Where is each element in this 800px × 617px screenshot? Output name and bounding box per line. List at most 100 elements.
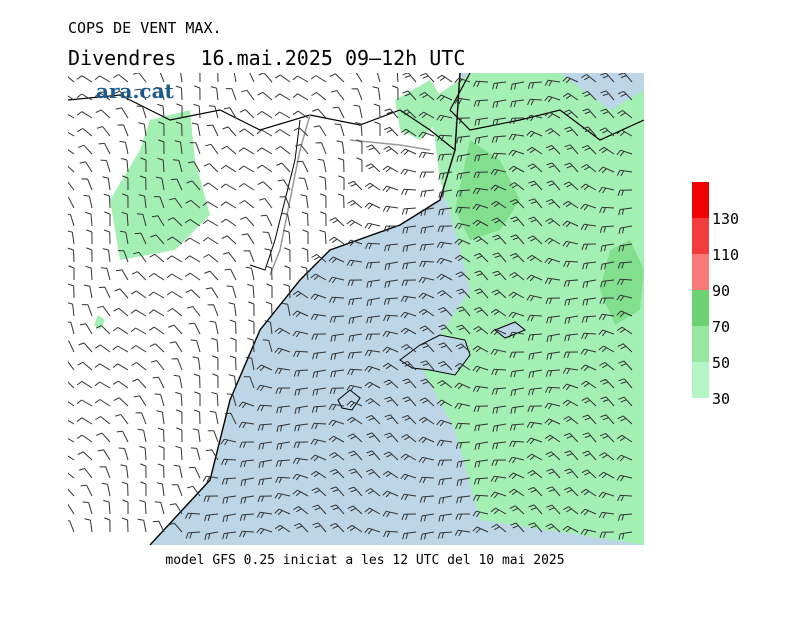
wind-barb	[616, 310, 633, 318]
wind-barb	[157, 463, 165, 479]
wind-barb	[365, 163, 381, 173]
wind-barb	[581, 90, 597, 101]
wind-barb	[599, 432, 615, 443]
wind-barb	[131, 362, 147, 371]
wind-barb	[148, 272, 165, 281]
wind-barb	[400, 453, 417, 461]
wind-barb	[112, 380, 129, 389]
wind-barb	[528, 504, 543, 515]
wind-barb	[329, 468, 345, 479]
wind-barb	[400, 168, 417, 176]
wind-barb	[180, 73, 183, 83]
wind-barb	[284, 247, 291, 263]
wind-barb	[194, 391, 201, 406]
wind-barb	[97, 305, 111, 317]
wind-barb	[204, 270, 219, 281]
wind-barb	[438, 513, 453, 522]
wind-barb	[296, 160, 309, 173]
wind-barb	[400, 311, 417, 319]
wind-barb	[437, 225, 453, 232]
wind-barb	[292, 290, 309, 299]
wind-barb	[546, 504, 561, 515]
wind-barb	[474, 135, 489, 145]
wind-barb	[77, 361, 93, 371]
wind-barb	[68, 503, 75, 515]
wind-barb	[455, 343, 471, 353]
wind-barb	[402, 378, 417, 389]
wind-barb	[616, 326, 633, 335]
wind-barb	[544, 402, 561, 410]
wind-barb	[139, 139, 147, 155]
coastline	[449, 73, 644, 141]
wind-barb	[193, 373, 201, 389]
wind-barb	[437, 290, 453, 299]
wind-barb	[98, 286, 111, 299]
wind-barb	[260, 214, 273, 227]
wind-barb	[310, 470, 327, 479]
wind-barb	[618, 360, 633, 371]
wind-barb	[437, 531, 453, 539]
wind-barb	[347, 351, 363, 359]
wind-barb	[401, 279, 417, 286]
wind-barb	[454, 97, 471, 105]
wind-barb	[121, 157, 129, 173]
wind-barb	[320, 193, 327, 209]
colorbar-segment	[692, 362, 709, 398]
wind-barb	[202, 237, 219, 245]
wind-barb	[99, 466, 111, 479]
wind-barb	[598, 313, 615, 321]
wind-barb	[68, 113, 75, 119]
wind-barb	[140, 463, 147, 479]
wind-barb	[185, 512, 201, 520]
wind-barb	[365, 333, 381, 340]
wind-barb	[264, 320, 273, 335]
wind-barb	[492, 441, 507, 450]
wind-barb	[563, 506, 579, 515]
wind-barb	[420, 225, 435, 234]
wind-barb	[170, 178, 183, 191]
wind-barb	[330, 486, 345, 497]
wind-barb	[276, 405, 291, 414]
wind-barb	[544, 237, 561, 245]
wind-barb	[563, 181, 579, 191]
wind-barb	[338, 175, 345, 190]
wind-barb	[130, 327, 147, 335]
wind-barb	[419, 397, 435, 407]
wind-barb	[401, 434, 417, 443]
wind-barb	[562, 240, 579, 248]
wind-barb	[68, 131, 75, 137]
wind-barb	[330, 504, 345, 515]
wind-barb	[265, 301, 273, 317]
colorbar-label: 50	[712, 354, 730, 372]
wind-barb	[230, 337, 237, 352]
wind-barb	[617, 110, 633, 119]
wind-barb	[473, 171, 489, 178]
wind-barb	[184, 272, 201, 281]
wind-barb	[184, 255, 201, 263]
wind-barb	[384, 414, 399, 425]
wind-barb	[76, 399, 93, 407]
wind-barb	[102, 176, 111, 191]
wind-barb	[292, 75, 309, 83]
wind-barb	[382, 490, 399, 498]
wind-barb	[119, 230, 129, 245]
wind-barb	[544, 257, 561, 265]
wind-barb	[175, 445, 183, 461]
wind-barb	[598, 166, 615, 174]
wind-barb	[167, 217, 183, 227]
wind-barb	[262, 231, 273, 245]
wind-barb	[94, 75, 111, 83]
wind-barb	[384, 396, 399, 407]
wind-barb	[400, 128, 417, 137]
wind-barb	[490, 168, 507, 176]
wind-barb	[328, 256, 345, 264]
wind-barb	[310, 293, 327, 301]
wind-barb	[456, 324, 471, 335]
wind-barb	[193, 103, 201, 119]
wind-barb	[112, 326, 129, 335]
wind-barb	[166, 291, 183, 299]
wind-barb	[528, 216, 543, 227]
wind-barb	[508, 291, 525, 299]
wind-barb	[436, 419, 453, 427]
wind-barb	[544, 95, 561, 103]
